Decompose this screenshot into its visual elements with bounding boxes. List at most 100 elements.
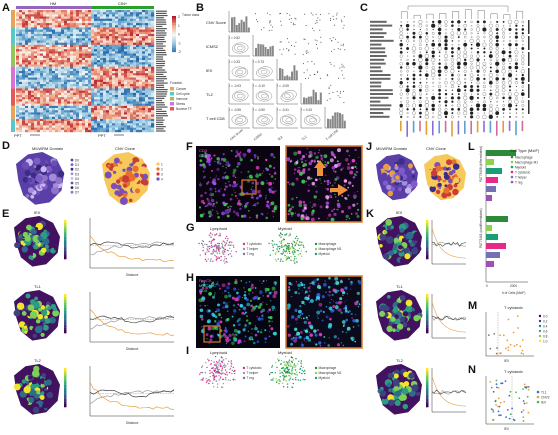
heatmap-cell [121,81,125,85]
heatmap-cell [76,125,80,128]
clone-tissue-spot [115,179,121,184]
heatmap-cell [76,44,80,48]
lymphoid-title: Lymphoid [210,226,227,231]
dot [406,112,409,115]
heatmap-cell [79,60,83,63]
heatmap-cell [46,97,50,100]
heatmap-cell [31,47,35,50]
heatmap-cell [43,33,47,37]
dot [413,55,415,57]
pairplot-point [339,67,341,69]
dendrogram-branch [413,15,421,19]
heatmap-cell [94,27,98,30]
heatmap-cell [28,105,32,109]
heatmap-cell [58,99,62,102]
heatmap-cell [97,71,101,74]
domain-swatch [70,190,74,194]
heatmap-cell [52,71,56,74]
heatmap-cell [37,51,41,54]
heatmap-cell [34,101,38,104]
heatmap-cell [136,49,140,52]
myeloid-title: Myeloid [278,226,292,231]
heatmap-cell [40,105,44,109]
heatmap-cell [88,90,92,93]
dot [400,59,402,61]
colorbar-step [172,46,176,49]
heatmap-cell [145,62,149,65]
heatmap-cell [136,14,140,17]
heatmap-cell [133,25,137,28]
heatmap-cell [52,99,56,102]
heatmap-cell [124,49,128,52]
heatmap-cell [106,90,110,93]
heatmap-cell [40,90,44,93]
heatmap-cell [130,108,134,111]
heatmap-cell [55,103,59,107]
dot [514,62,518,66]
heatmap-cell [34,127,38,131]
heatmap-cell [82,114,86,117]
dot [463,61,468,66]
dot [470,32,473,35]
dendrogram-branch [452,11,459,19]
heatmap-cell [130,51,134,54]
heatmap-cell [40,68,44,72]
heatmap-cell [19,18,23,22]
fluorescence-spot [223,189,225,190]
heatmap-cell [58,14,62,17]
heatmap-cell [43,121,47,124]
heatmap-cell [106,86,110,89]
heatmap-cell [133,114,137,117]
heatmap-cell [49,127,53,131]
heatmap-cell [58,60,62,63]
myeloid-point [274,258,277,261]
heatmap-cell [43,42,47,46]
fluorescence-spot [273,167,276,169]
heatmap-cell [52,36,56,39]
dot [482,84,486,89]
heatmap-cell [118,18,122,22]
myeloid-point [296,249,298,252]
heatmap-cell [40,44,44,48]
heatmap-cell [61,127,65,131]
heatmap-cell [97,42,101,46]
fluorescence-spot [313,195,317,199]
heatmap-cell [70,36,74,39]
heatmap-cell [88,23,92,26]
heatmap-cell [91,90,95,93]
heatmap-cell [70,53,74,56]
heatmap-cell [121,116,125,120]
heatmap-cell [139,84,143,87]
heatmap-cell [34,94,38,98]
map-colorbar-step [64,384,67,388]
heatmap-cell [121,88,125,91]
pairplot-point [342,65,344,67]
fluorescence-spot [208,291,213,296]
heatmap-cell [28,27,32,30]
heatmap-cell [103,77,107,80]
heatmap-cell [94,64,98,67]
heatmap-cell [112,90,116,93]
heatmap-cell [88,105,92,109]
score-tissue-spot [21,246,29,253]
dot [521,73,524,77]
heatmap-cell [97,121,101,124]
heatmap-cell [70,81,74,85]
pairplot-hist-bar [240,19,243,32]
heatmap-cell [118,33,122,37]
heatmap-cell [145,118,149,122]
heatmap-cell [55,108,59,111]
score-tissue-spot [46,391,54,399]
heatmap-cell [70,57,74,61]
fluorescence-spot [208,202,213,206]
heatmap-cell [115,123,119,126]
heatmap-cell [49,75,53,78]
score-tissue-spot [24,330,28,334]
heatmap-cell [82,110,86,113]
heatmap-cell [22,127,26,131]
heatmap-cell [112,29,116,32]
lymphoid-point [198,242,200,245]
heatmap-cell [115,38,119,41]
dot [521,108,524,111]
